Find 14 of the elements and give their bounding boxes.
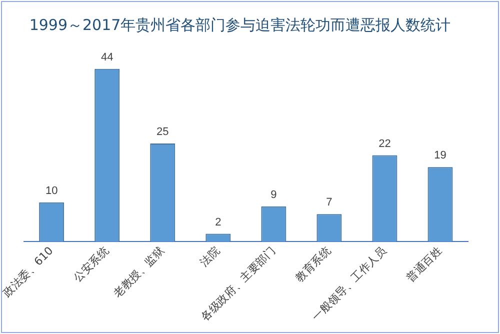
data-label: 7	[326, 196, 332, 209]
data-label: 2	[215, 216, 222, 228]
data-label: 44	[100, 51, 114, 64]
x-tick-label: 老教授、监狱	[110, 244, 167, 300]
data-label: 22	[378, 138, 391, 150]
x-tick-label: 法院	[198, 244, 222, 270]
x-tick-label: 普通百姓	[404, 244, 444, 285]
chart-title: 1999～2017年贵州省各部门参与迫害法轮功而遭恶报人数统计	[29, 16, 451, 34]
x-tick-label: 教育系统	[293, 244, 334, 285]
x-tick-label: 公安系统	[70, 244, 112, 285]
data-label: 19	[434, 150, 446, 162]
data-label: 9	[270, 188, 277, 201]
data-label: 25	[156, 126, 169, 138]
data-label: 10	[45, 184, 58, 197]
